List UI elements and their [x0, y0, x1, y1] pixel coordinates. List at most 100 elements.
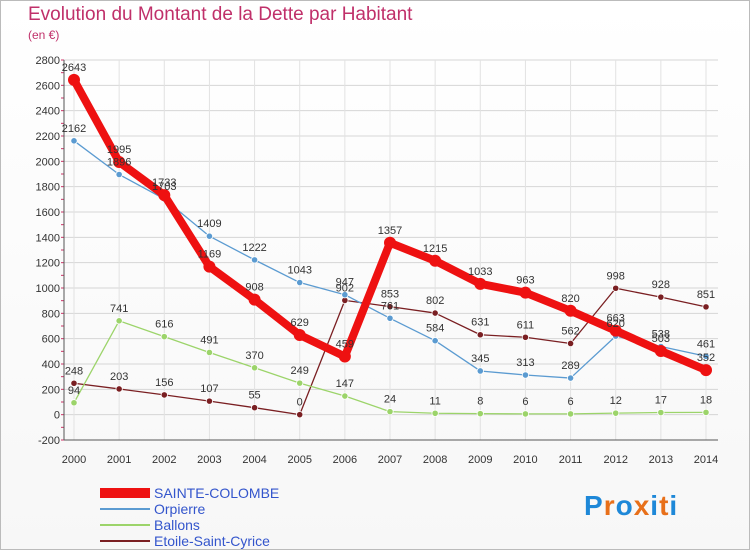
- y-tick-label: 1400: [36, 232, 60, 244]
- x-tick-label: 2009: [468, 454, 492, 466]
- data-label-etoile-saint-cyrice: 248: [65, 365, 83, 377]
- logo-letter: t: [659, 490, 670, 521]
- x-tick-label: 2005: [287, 454, 311, 466]
- data-label-ballons: 147: [336, 378, 354, 390]
- point-sainte-colombe: [113, 155, 126, 168]
- point-sainte-colombe: [474, 277, 487, 290]
- data-label-sainte-colombe: 1733: [152, 177, 176, 189]
- point-orpierre: [70, 137, 78, 145]
- data-label-orpierre: 289: [561, 360, 579, 372]
- point-etoile-saint-cyrice: [70, 379, 78, 387]
- point-orpierre: [702, 352, 710, 360]
- x-tick-label: 2003: [197, 454, 221, 466]
- data-label-ballons: 94: [68, 385, 80, 397]
- data-label-sainte-colombe: 820: [561, 293, 579, 305]
- point-ballons: [431, 409, 439, 417]
- data-label-orpierre: 461: [697, 338, 715, 350]
- data-label-sainte-colombe: 503: [652, 333, 670, 345]
- point-orpierre: [115, 170, 123, 179]
- data-label-sainte-colombe: 1357: [378, 225, 402, 237]
- data-label-etoile-saint-cyrice: 203: [110, 371, 128, 383]
- legend-label: Ballons: [154, 517, 200, 533]
- point-sainte-colombe: [519, 286, 532, 299]
- point-sainte-colombe: [293, 328, 306, 341]
- point-sainte-colombe: [338, 350, 351, 363]
- point-etoile-saint-cyrice: [566, 339, 575, 348]
- data-label-etoile-saint-cyrice: 0: [297, 397, 303, 409]
- data-label-etoile-saint-cyrice: 107: [200, 383, 218, 395]
- point-orpierre: [205, 232, 214, 240]
- legend-swatch: [100, 540, 150, 542]
- point-etoile-saint-cyrice: [702, 303, 710, 311]
- data-label-etoile-saint-cyrice: 562: [561, 325, 579, 337]
- y-tick-label: 1200: [36, 258, 60, 270]
- x-tick-label: 2006: [333, 454, 357, 466]
- data-label-ballons: 249: [291, 365, 309, 377]
- y-tick-label: 0: [54, 410, 60, 422]
- point-ballons: [115, 317, 123, 325]
- data-label-sainte-colombe: 459: [336, 339, 354, 351]
- point-etoile-saint-cyrice: [205, 397, 214, 405]
- data-label-ballons: 370: [245, 350, 263, 362]
- x-tick-label: 2012: [603, 454, 627, 466]
- x-tick-label: 2013: [649, 454, 673, 466]
- data-label-ballons: 741: [110, 303, 128, 315]
- point-ballons: [476, 410, 484, 418]
- point-etoile-saint-cyrice: [386, 303, 394, 311]
- point-ballons: [341, 392, 349, 400]
- y-tick-label: 800: [42, 308, 60, 320]
- legend-swatch: [100, 488, 150, 498]
- point-ballons: [521, 410, 530, 418]
- point-ballons: [160, 333, 168, 341]
- x-tick-label: 2000: [62, 454, 86, 466]
- data-label-ballons: 17: [655, 395, 667, 407]
- point-etoile-saint-cyrice: [612, 284, 620, 292]
- point-sainte-colombe: [654, 344, 667, 357]
- data-label-orpierre: 1409: [197, 218, 221, 230]
- data-label-etoile-saint-cyrice: 853: [381, 289, 399, 301]
- point-ballons: [70, 399, 78, 407]
- point-sainte-colombe: [609, 324, 622, 337]
- logo-letter: i: [650, 490, 660, 521]
- data-label-orpierre: 947: [336, 277, 354, 289]
- x-tick-label: 2008: [423, 454, 447, 466]
- data-label-etoile-saint-cyrice: 851: [697, 289, 715, 301]
- data-label-sainte-colombe: 1169: [198, 249, 222, 261]
- point-ballons: [386, 408, 394, 416]
- data-label-etoile-saint-cyrice: 611: [517, 319, 535, 331]
- data-label-ballons: 6: [568, 396, 574, 408]
- legend-label: Orpierre: [154, 501, 206, 517]
- y-tick-label: 2200: [36, 131, 60, 143]
- point-orpierre: [566, 374, 575, 382]
- y-tick-label: 600: [42, 334, 60, 346]
- data-label-orpierre: 345: [471, 353, 489, 365]
- data-label-sainte-colombe: 1995: [107, 144, 131, 156]
- x-tick-label: 2004: [242, 454, 266, 466]
- x-tick-label: 2002: [152, 454, 176, 466]
- data-label-ballons: 8: [477, 396, 483, 408]
- logo-letter: P: [584, 490, 604, 521]
- logo-letter: r: [603, 490, 616, 521]
- point-etoile-saint-cyrice: [250, 404, 259, 412]
- data-label-ballons: 11: [429, 395, 440, 407]
- point-ballons: [205, 348, 214, 357]
- point-orpierre: [476, 367, 484, 375]
- y-tick-label: 400: [42, 359, 60, 371]
- data-label-orpierre: 1043: [287, 265, 311, 277]
- y-tick-label: 2000: [36, 156, 60, 168]
- y-tick-label: 2800: [36, 55, 60, 67]
- data-label-sainte-colombe: 352: [697, 352, 715, 364]
- point-sainte-colombe: [429, 254, 442, 267]
- chart-subtitle: (en €): [28, 28, 60, 42]
- point-sainte-colombe: [384, 236, 396, 249]
- point-ballons: [250, 364, 259, 372]
- data-label-etoile-saint-cyrice: 55: [248, 390, 260, 402]
- data-label-orpierre: 620: [607, 318, 625, 330]
- data-label-ballons: 24: [384, 394, 396, 406]
- point-ballons: [566, 410, 575, 418]
- y-tick-label: -200: [38, 435, 60, 447]
- y-tick-label: 200: [42, 384, 60, 396]
- data-label-ballons: 12: [610, 395, 622, 407]
- data-label-sainte-colombe: 663: [607, 313, 625, 325]
- x-tick-label: 2007: [378, 454, 402, 466]
